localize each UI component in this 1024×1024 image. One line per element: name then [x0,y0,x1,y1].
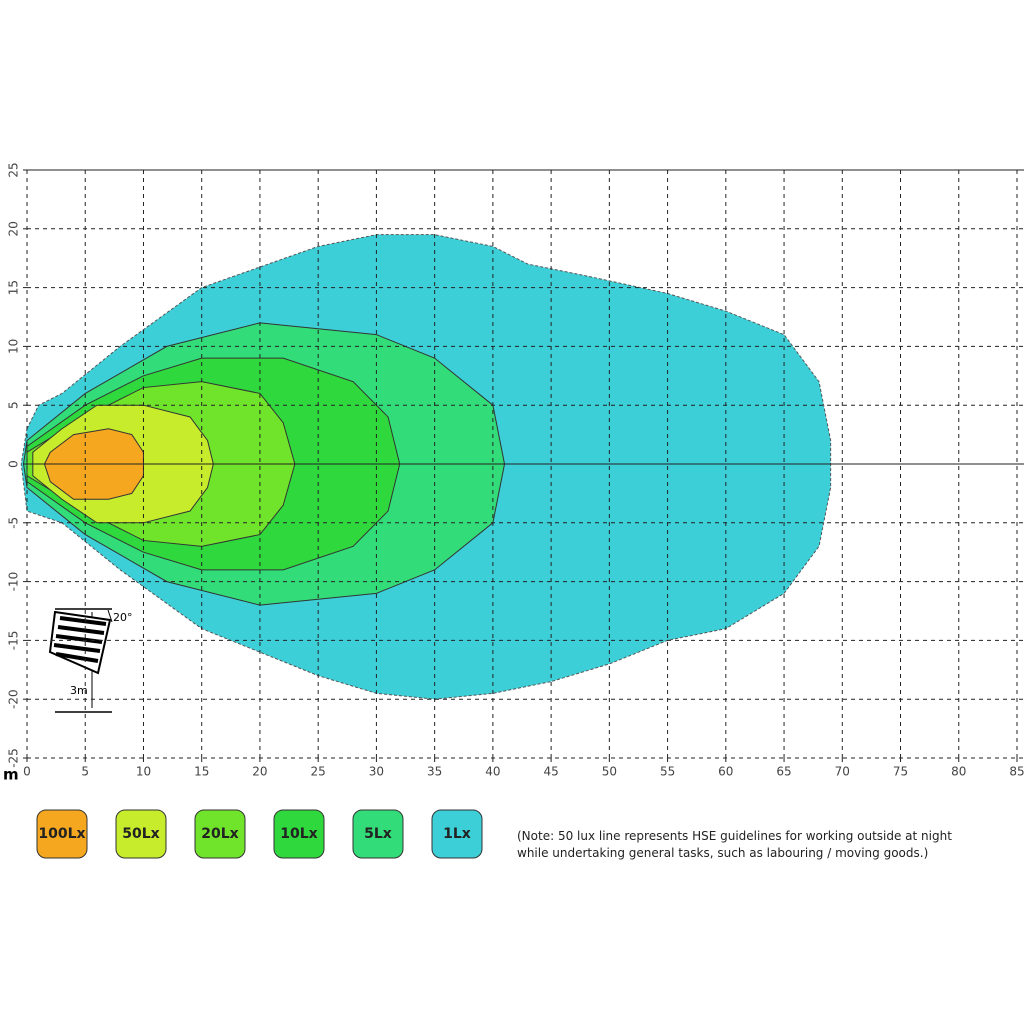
x-tick-label: 35 [427,765,442,779]
x-tick-label: 30 [369,765,384,779]
x-tick-label: 40 [485,765,500,779]
plot-area [20,234,832,700]
legend-label: 1Lx [443,826,471,842]
legend-swatch [36,809,88,859]
x-axis-label: m [3,766,19,784]
legend-swatch [273,809,325,859]
y-tick-label: 10 [7,339,21,354]
x-tick-label: 70 [835,765,850,779]
x-tick-label: 80 [951,765,966,779]
legend-label: 10Lx [280,826,317,842]
legend-swatch [194,809,246,859]
x-tick-label: 45 [543,765,558,779]
y-tick-label: -5 [7,517,21,529]
legend-label: 5Lx [364,826,392,842]
x-tick-label: 5 [81,765,89,779]
legend-label: 50Lx [122,826,159,842]
note: (Note: 50 lux line represents HSE guidel… [517,829,952,860]
legend-label: 20Lx [201,826,238,842]
x-tick-label: 50 [602,765,617,779]
x-tick-label: 25 [311,765,326,779]
y-tick-label: -20 [7,689,21,709]
y-tick-label: -10 [7,572,21,592]
legend-label: 100Lx [38,826,85,842]
y-tick-label: -15 [7,631,21,651]
y-tick-label: 20 [7,221,21,236]
angle-label: 20° [113,611,133,624]
x-tick-label: 65 [776,765,791,779]
legend-swatch [115,809,167,859]
y-tick-label: 25 [7,162,21,177]
legend-swatch [431,809,483,859]
y-tick-label: 5 [7,401,21,409]
x-tick-label: 10 [136,765,151,779]
y-tick-label: 15 [7,280,21,295]
x-tick-label: 15 [194,765,209,779]
x-tick-label: 20 [252,765,267,779]
x-tick-label: 0 [23,765,31,779]
legend-swatch [352,809,404,859]
x-tick-label: 55 [660,765,675,779]
x-tick-label: 60 [718,765,733,779]
x-tick-label: 75 [893,765,908,779]
lamp-icon [48,608,113,713]
y-tick-label: 0 [7,460,21,468]
height-label: 3m [70,684,88,697]
x-tick-label: 85 [1009,765,1024,779]
y-tick-label: -25 [7,748,21,768]
